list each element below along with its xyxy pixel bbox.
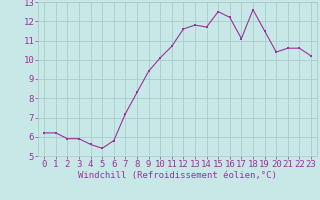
- X-axis label: Windchill (Refroidissement éolien,°C): Windchill (Refroidissement éolien,°C): [78, 171, 277, 180]
